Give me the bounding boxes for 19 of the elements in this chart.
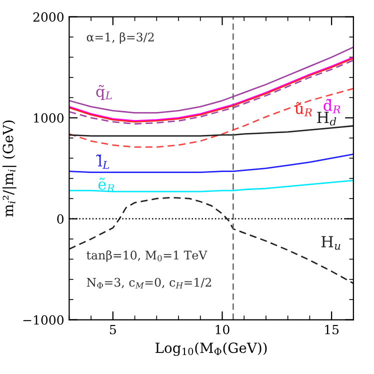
x-tick-label: 15 [325,324,339,334]
y-tick-label: 0 [57,214,64,224]
y-axis-title: m$_{i}$²/|m$_{i}$| (GeV) [2,120,16,217]
annotation: tanβ=10, M$_{0}$=1 TeV [86,250,208,262]
y-tick-label: 1000 [34,113,64,123]
y-tick-label: −1000 [23,315,64,325]
y-tick-label: 2000 [33,12,64,22]
annotation: N$_{Φ}$=3, c$_{M}$=0, c$_{H}$=1/2 [86,278,212,288]
series-label: H$_{u}$ [321,236,340,250]
x-tick-label: 10 [216,324,230,334]
line-series [69,153,354,174]
line-series [69,180,354,192]
x-tick-label: 5 [110,325,116,334]
x-axis-title: Log$_{10}$(M$_{Φ}$(GeV)) [156,342,267,356]
series-label: ũ$_{R}$ [294,102,312,116]
series-label: q̃$_{L}$ [96,85,112,100]
line-series [69,125,354,137]
series-label: l̃$_{L}$ [96,154,110,169]
annotation: α=1, β=3/2 [86,32,154,44]
